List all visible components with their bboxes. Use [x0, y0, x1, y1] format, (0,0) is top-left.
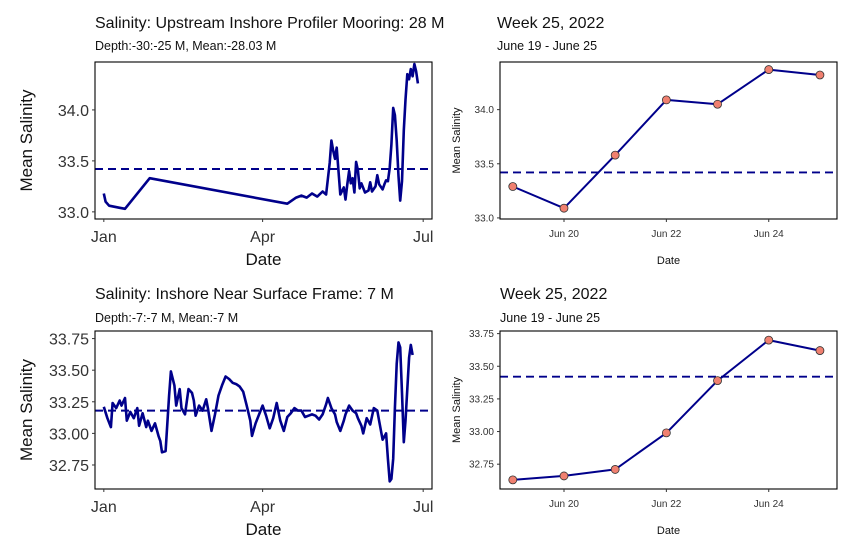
chart-1-subtitle: Depth:-30:-25 M, Mean:-28.03 M	[95, 39, 276, 53]
chart-4-x-axis-label: Date	[657, 525, 680, 537]
chart-4-y-tick-label: 33.00	[469, 427, 494, 438]
chart-2-data-point	[508, 182, 518, 191]
chart-4-data-point	[713, 376, 722, 386]
chart-3-y-tick-label: 32.75	[49, 458, 89, 475]
chart-1-x-axis-label: Date	[246, 250, 282, 269]
chart-4-data-point	[610, 465, 620, 474]
chart-3-y-tick-label: 33.75	[49, 332, 89, 349]
chart-4-data-point	[559, 471, 569, 481]
chart-3-y-axis-label: Mean Salinity	[17, 358, 36, 461]
chart-4-x-tick-label: Jun 22	[651, 499, 681, 510]
chart-2-title: Week 25, 2022	[497, 15, 604, 32]
chart-1-series-line	[102, 62, 420, 211]
chart-4-y-tick-label: 33.25	[469, 394, 494, 405]
chart-1-y-tick-label: 34.0	[58, 103, 89, 120]
chart-1-plot-frame	[94, 61, 433, 220]
chart-2-y-tick-label: 33.5	[475, 159, 495, 170]
chart-4-data-point	[815, 346, 825, 355]
chart-2-x-tick-label: Jun 22	[651, 229, 681, 240]
chart-1-x-tick-label: Jul	[413, 229, 433, 246]
chart-2-y-tick-label: 34.0	[475, 105, 495, 116]
chart-3-x-tick-label: Jan	[91, 499, 117, 516]
chart-2-series-line	[512, 68, 821, 210]
chart-4-x-tick-label: Jun 20	[549, 499, 579, 510]
chart-2-x-axis-label: Date	[657, 255, 680, 267]
chart-1-y-axis-label: Mean Salinity	[17, 89, 36, 192]
chart-4-subtitle: June 19 - June 25	[500, 311, 600, 325]
chart-3-series-line	[102, 341, 414, 483]
chart-2-data-point	[610, 150, 620, 160]
chart-4-y-tick-label: 33.50	[469, 362, 494, 373]
chart-2-subtitle: June 19 - June 25	[497, 39, 597, 53]
chart-1-title: Salinity: Upstream Inshore Profiler Moor…	[95, 15, 444, 32]
chart-4-title: Week 25, 2022	[500, 286, 607, 303]
chart-3-y-tick-label: 33.25	[49, 395, 89, 412]
chart-2-plot-frame	[499, 61, 838, 220]
chart-2-data-point	[661, 95, 671, 105]
chart-4-data-point	[508, 475, 518, 485]
chart-2-data-point	[713, 99, 722, 109]
chart-4-x-tick-label: Jun 24	[754, 499, 784, 510]
chart-2-x-tick-label: Jun 24	[754, 229, 784, 240]
chart-3-subtitle: Depth:-7:-7 M, Mean:-7 M	[95, 311, 238, 325]
chart-1-y-tick-label: 33.0	[58, 205, 89, 222]
chart-2-data-point	[559, 203, 569, 213]
chart-1-x-tick-label: Apr	[250, 229, 276, 246]
chart-4-y-axis-label: Mean Salinity	[451, 376, 463, 443]
chart-1-x-tick-label: Jan	[91, 229, 117, 246]
chart-4-y-tick-label: 33.75	[469, 329, 494, 340]
chart-4-y-tick-label: 32.75	[469, 460, 494, 471]
chart-1-y-tick-label: 33.5	[58, 154, 89, 171]
chart-4-series-line	[512, 339, 821, 481]
chart-3-x-tick-label: Apr	[250, 499, 276, 516]
chart-3-plot-frame	[94, 330, 433, 490]
chart-2-y-axis-label: Mean Salinity	[451, 107, 463, 174]
chart-3-x-axis-label: Date	[246, 520, 282, 539]
chart-2-data-point	[764, 65, 774, 74]
chart-3-y-tick-label: 33.50	[49, 363, 89, 380]
chart-4-plot-frame	[499, 330, 838, 490]
chart-2-data-point	[815, 70, 825, 80]
chart-3-y-tick-label: 33.00	[49, 426, 89, 443]
chart-3-x-tick-label: Jul	[413, 499, 433, 516]
chart-2-x-tick-label: Jun 20	[549, 229, 579, 240]
chart-4-data-point	[661, 428, 671, 438]
chart-4-data-point	[764, 335, 774, 345]
chart-3-title: Salinity: Inshore Near Surface Frame: 7 …	[95, 286, 394, 303]
chart-2-y-tick-label: 33.0	[475, 213, 495, 224]
